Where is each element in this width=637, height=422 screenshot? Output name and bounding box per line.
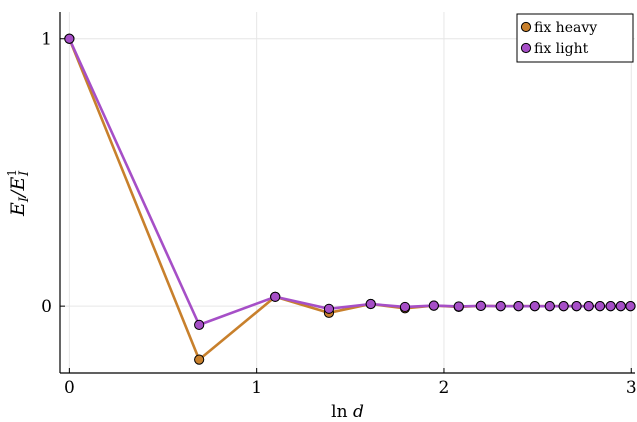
data-point — [571, 301, 582, 312]
axis-labels: ln d EI/E1I — [5, 169, 364, 422]
x-tick-label: 1 — [251, 378, 262, 398]
x-tick-label: 2 — [439, 378, 450, 398]
series-line — [68, 38, 631, 327]
data-point — [495, 301, 506, 312]
y-tick-label: 0 — [41, 297, 52, 317]
series-line — [68, 38, 631, 361]
legend: fix heavy fix light — [516, 13, 634, 63]
data-point — [194, 354, 205, 365]
axes — [59, 12, 635, 374]
data-point — [399, 301, 411, 313]
data-point — [365, 298, 376, 310]
data-point — [615, 301, 626, 312]
x-tick-label: 3 — [626, 378, 637, 398]
grid — [60, 12, 635, 373]
data-point — [558, 301, 569, 312]
data-point — [475, 300, 486, 311]
data-point — [428, 300, 439, 311]
x-axis-label: ln d — [331, 402, 364, 422]
data-point — [64, 33, 75, 44]
ticks: 0 1 2 3 0 1 — [41, 30, 636, 398]
legend-marker — [520, 21, 532, 33]
legend-label: fix light — [534, 41, 589, 57]
legend-label: fix heavy — [534, 20, 597, 36]
data-point — [583, 301, 594, 312]
data-point — [544, 301, 555, 312]
data-point — [323, 303, 335, 314]
y-axis-label: EI/E1I — [5, 169, 32, 217]
legend-marker — [520, 42, 532, 54]
data-point — [529, 301, 540, 312]
data-point — [513, 301, 524, 312]
y-tick-label: 1 — [41, 30, 52, 50]
x-tick-label: 0 — [64, 378, 75, 398]
data-point — [625, 301, 636, 312]
series-layer — [64, 33, 636, 365]
data-point — [605, 301, 616, 312]
data-point — [194, 319, 205, 330]
legend-box — [516, 13, 634, 63]
data-point — [594, 301, 606, 312]
data-point — [270, 291, 281, 302]
data-point — [453, 301, 464, 312]
